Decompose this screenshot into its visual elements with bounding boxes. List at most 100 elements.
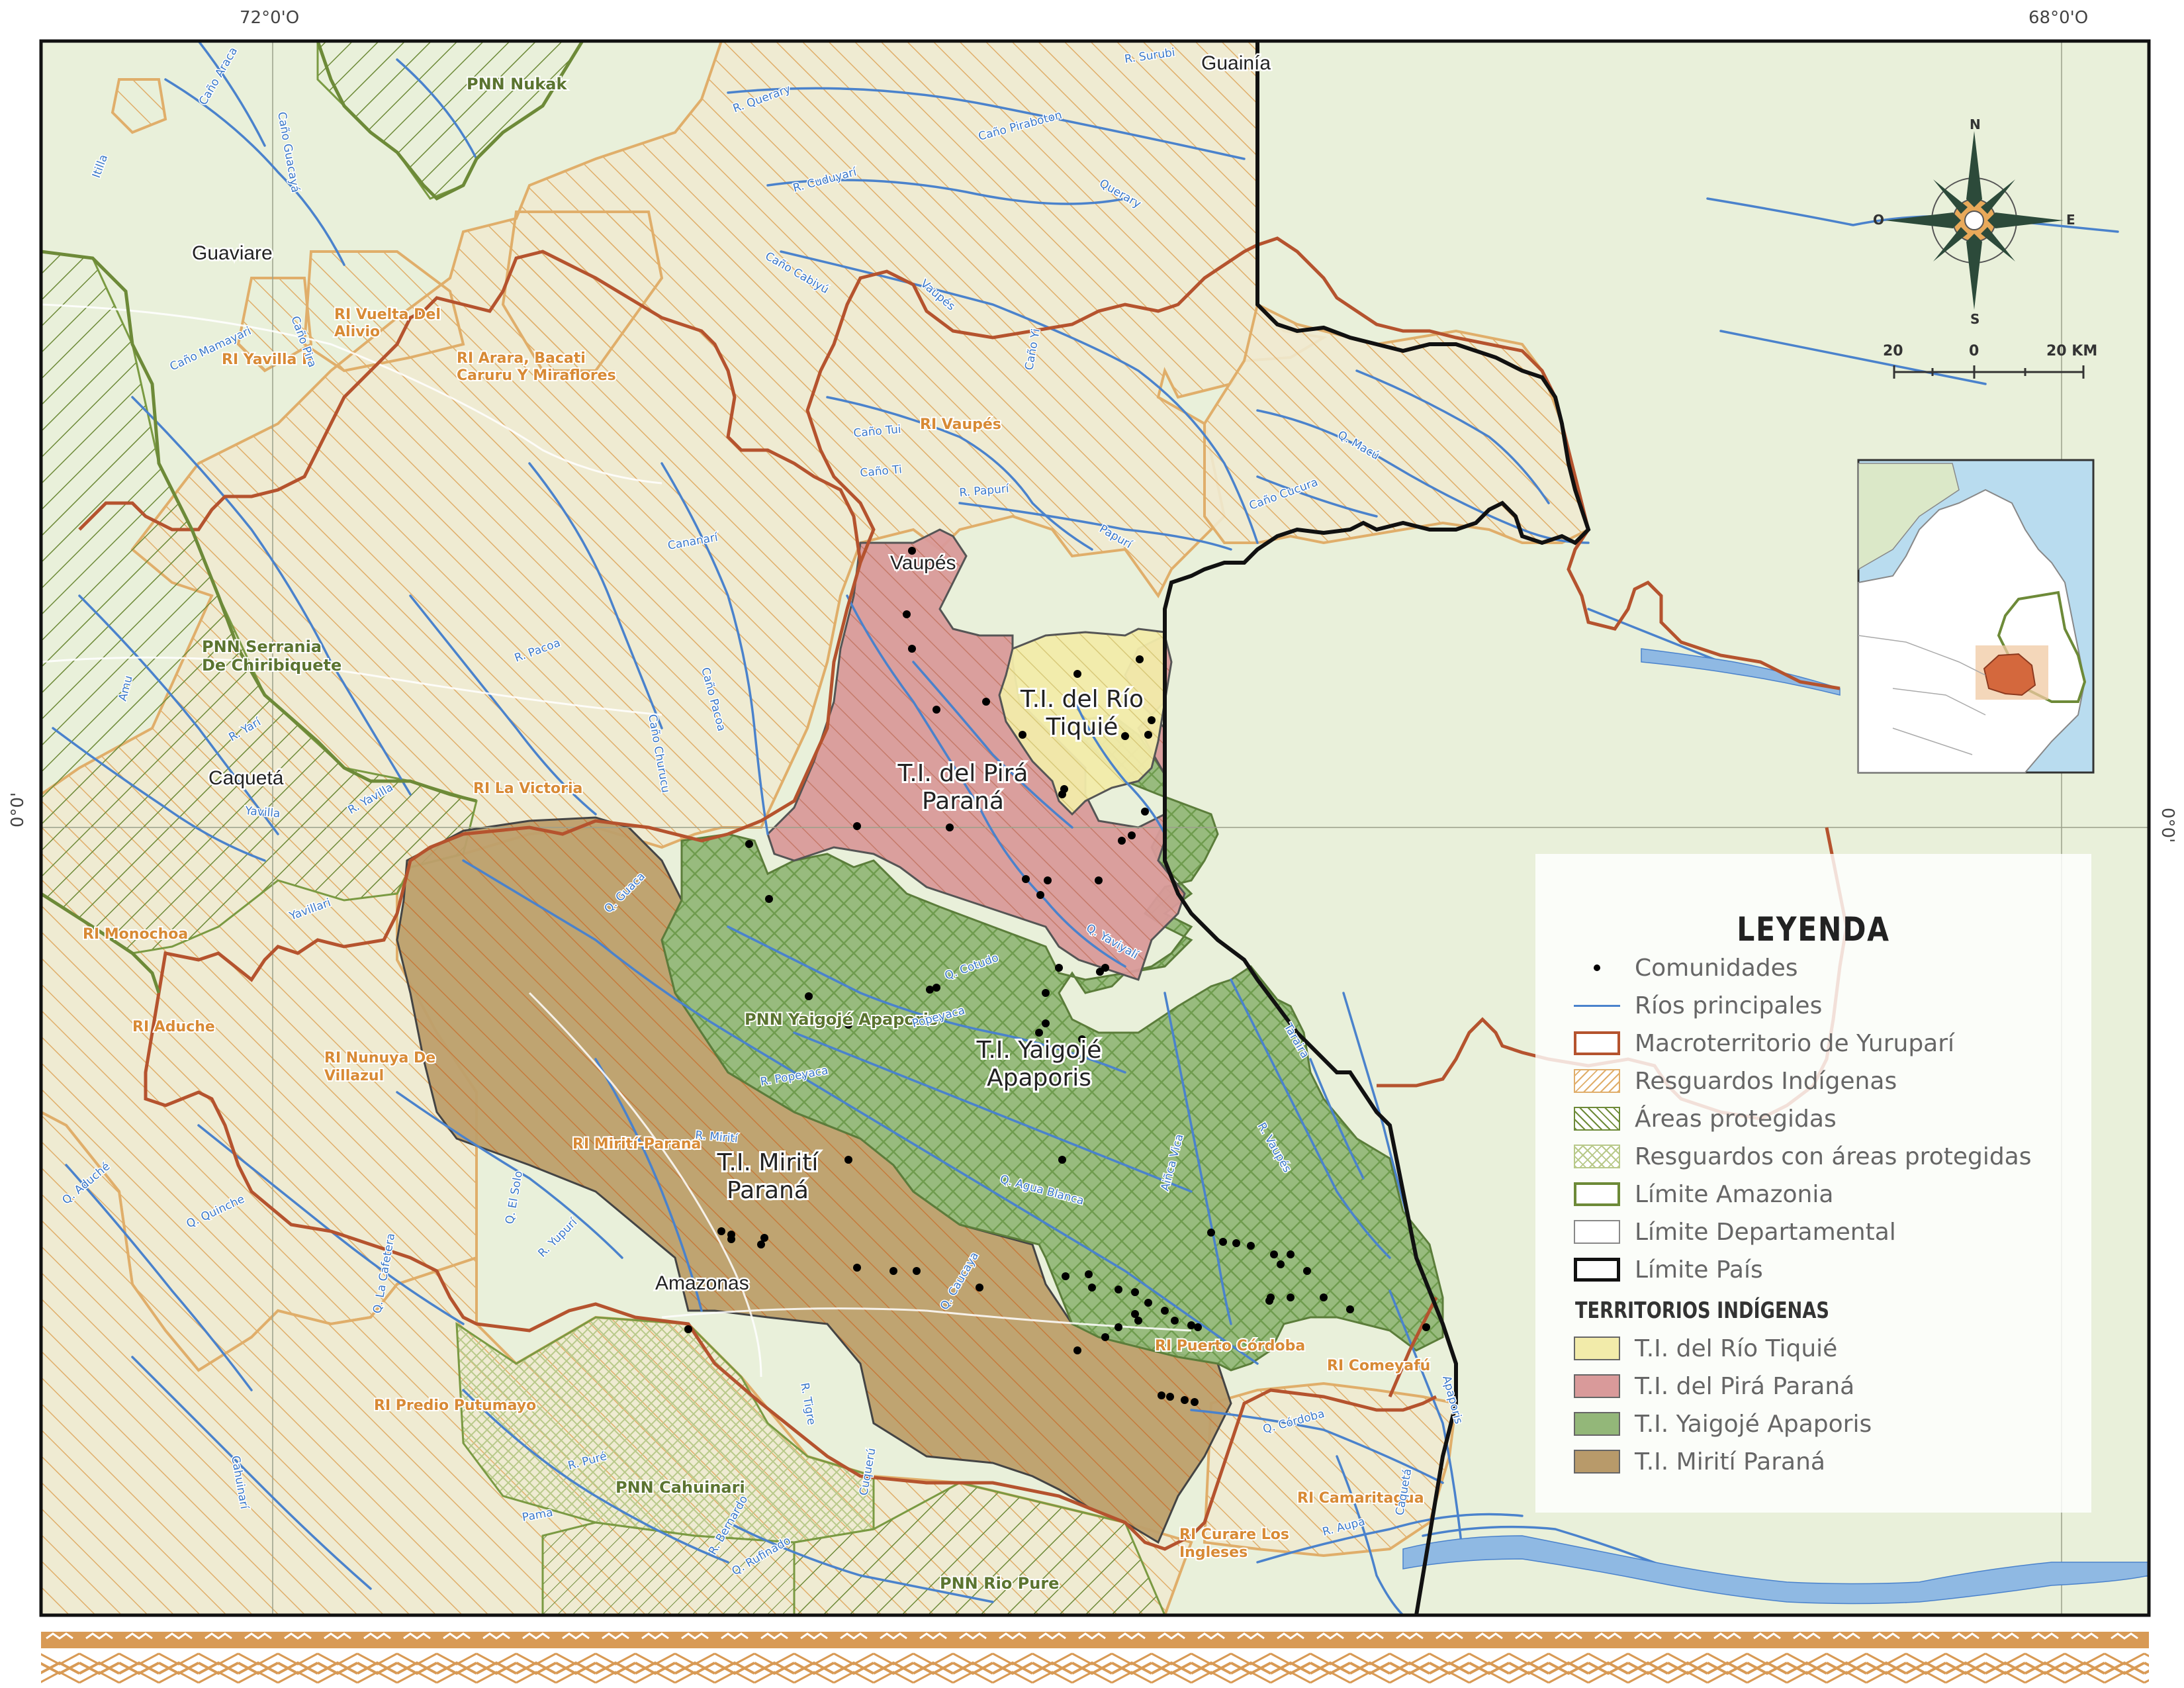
community-dot: [1166, 1393, 1174, 1401]
community-dot: [913, 1267, 921, 1275]
legend-swatch-pais: [1574, 1258, 1620, 1282]
legend-label: T.I. Yaigojé Apaporis: [1635, 1410, 1872, 1438]
ri-vuelta-alivio-2: Alivio: [334, 324, 380, 340]
resguardo-labels: RI Vuelta Del Alivio RI Yavilla II RI Ar…: [81, 305, 1432, 1562]
legend-label: T.I. del Río Tiquié: [1635, 1335, 1838, 1362]
protected-labels: PNN Nukak PNN Serrania De Chiribiquete P…: [201, 73, 1060, 1594]
community-dot: [1060, 785, 1068, 793]
community-dot: [1287, 1250, 1295, 1258]
community-dot: [844, 1021, 852, 1029]
community-dot: [1422, 1323, 1430, 1331]
legend-item-resguardos-areas: Resguardos con áreas protegidas: [1574, 1142, 2032, 1171]
community-dot: [1042, 1019, 1050, 1027]
legend-swatch-mixed: [1574, 1145, 1620, 1168]
community-dot: [1044, 876, 1052, 884]
lon-label-right: 68°0'O: [2028, 8, 2089, 28]
community-dot: [1121, 732, 1129, 740]
community-dot: [1095, 876, 1103, 884]
community-dot: [1270, 1250, 1278, 1258]
ri-curare-2: Ingleses: [1179, 1544, 1248, 1561]
legend-item-pais: Límite País: [1574, 1255, 1763, 1284]
legend-item-mirit: T.I. Mirití Paraná: [1574, 1447, 1825, 1476]
community-dot: [1232, 1239, 1240, 1247]
compass-n: N: [1970, 117, 1981, 132]
legend-item-tiquie: T.I. del Río Tiquié: [1574, 1334, 1837, 1363]
limite-amazonia: [41, 250, 477, 994]
ri-vuelta-alivio-1: RI Vuelta Del: [334, 306, 441, 323]
decorative-band: [41, 1632, 2149, 1685]
compass-w: O: [1873, 212, 1885, 228]
legend-label: Límite Amazonia: [1635, 1180, 1834, 1208]
community-dot: [1088, 1284, 1096, 1291]
community-dot: [1019, 731, 1026, 739]
dept-guainia: Guainía: [1201, 52, 1271, 74]
community-dot: [1078, 1035, 1086, 1043]
legend-subtitle: TERRITORIOS INDÍGENAS: [1575, 1297, 1829, 1324]
community-dot: [1158, 1391, 1165, 1399]
comunidades: [684, 547, 1430, 1406]
community-dot: [1128, 831, 1136, 839]
community-dot: [1219, 1238, 1227, 1246]
legend-swatch-macro: [1574, 1031, 1620, 1055]
community-dot: [1161, 1307, 1169, 1315]
limite-macroterritorio-north: [805, 236, 1841, 690]
community-dot: [926, 986, 934, 994]
legend-swatch-amazonia: [1574, 1182, 1620, 1206]
community-dot: [1042, 989, 1050, 997]
limite-departamental: [41, 303, 1192, 1378]
community-dot: [1141, 808, 1149, 816]
dept-amazonas: Amazonas: [655, 1272, 749, 1294]
community-dot: [717, 1227, 725, 1235]
community-dot: [853, 1264, 861, 1272]
ri-nunuya-1: RI Nunuya De: [324, 1050, 435, 1066]
legend-item-pira: T.I. del Pirá Paraná: [1574, 1372, 1854, 1401]
community-dot: [727, 1235, 735, 1243]
community-dot: [684, 1325, 692, 1333]
community-dot: [982, 698, 990, 706]
community-dot: [760, 1234, 768, 1242]
community-dot: [1073, 1346, 1081, 1354]
community-dot: [745, 840, 753, 848]
community-dot: [1096, 968, 1104, 976]
legend-label: Límite Departamental: [1635, 1218, 1896, 1246]
community-dot: [1058, 1156, 1066, 1164]
ri-yavilla: RI Yavilla II: [222, 352, 312, 368]
dept-vaupes: Vaupés: [890, 552, 956, 574]
department-labels: Guaviare Vaupés Caquetá Amazonas Guainía: [191, 51, 1273, 1296]
community-dot: [817, 1021, 825, 1029]
pnn-chiribiquete-2: De Chiribiquete: [202, 656, 341, 675]
label-pira-1: T.I. del Pirá: [897, 760, 1028, 787]
community-dot: [1131, 1310, 1139, 1318]
scale-right: 20 KM: [2046, 343, 2098, 359]
legend-label: Macroterritorio de Yuruparí: [1635, 1029, 1955, 1057]
label-yaigoje-1: T.I. Yaigojé: [976, 1037, 1102, 1064]
legend-label: Límite País: [1635, 1256, 1763, 1284]
lat-label-left: 0°0': [8, 792, 28, 827]
community-dot: [933, 984, 940, 992]
label-mirit-1: T.I. Mirití: [717, 1149, 819, 1176]
community-dot: [1115, 1323, 1122, 1331]
community-dot: [844, 1156, 852, 1164]
community-dot: [933, 706, 940, 714]
community-dot: [1073, 670, 1081, 678]
dept-guaviare: Guaviare: [192, 242, 273, 264]
pnn-cahuinari: PNN Cahuinari: [615, 1478, 745, 1497]
river-label: Yavilla: [244, 804, 281, 821]
community-dot: [1118, 837, 1126, 845]
legend-label: Áreas protegidas: [1635, 1105, 1837, 1133]
legend-title: LEYENDA: [1737, 910, 1890, 949]
legend-item-departamental: Límite Departamental: [1574, 1217, 1896, 1246]
community-dot: [1287, 1293, 1295, 1301]
legend-item-amazonia: Límite Amazonia: [1574, 1180, 1833, 1209]
scale-mid: 0: [1969, 343, 1979, 359]
major-rivers: [1402, 648, 2149, 1605]
ri-puerto-cordoba: RI Puerto Córdoba: [1155, 1338, 1305, 1354]
community-dot: [1101, 1333, 1109, 1341]
ri-curare-1: RI Curare Los: [1179, 1526, 1289, 1543]
community-dot: [1036, 891, 1044, 899]
limite-pais: [1163, 41, 1591, 1615]
community-dot: [1136, 655, 1144, 663]
legend-swatch-river: [1574, 994, 1620, 1017]
ri-monochoa: RI Monochoa: [83, 926, 188, 943]
